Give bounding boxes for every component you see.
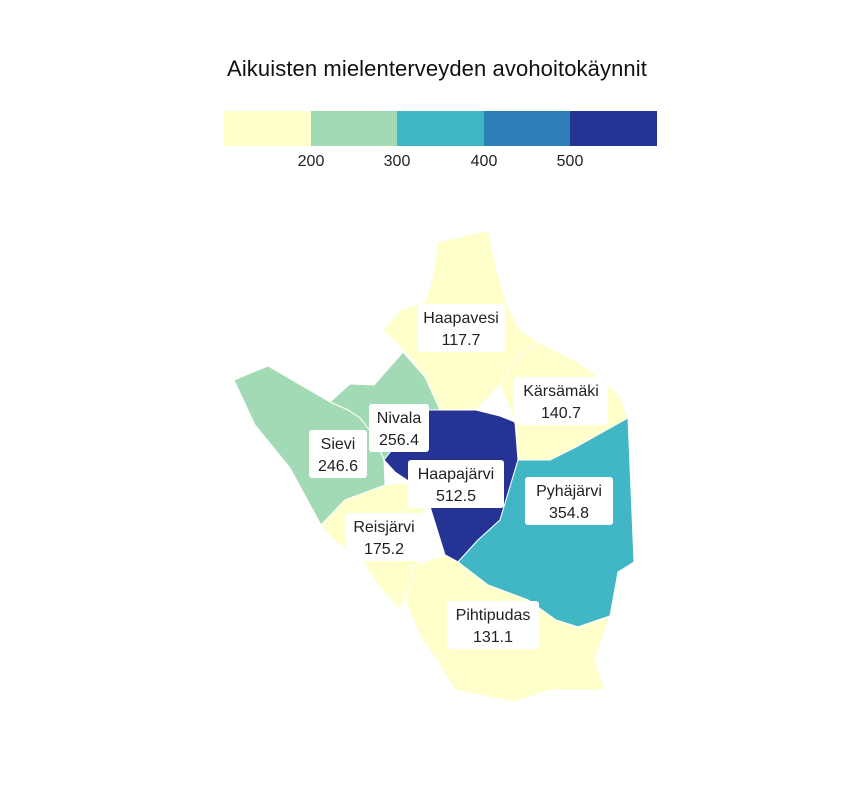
region-label: Haapavesi 117.7 — [417, 304, 505, 352]
label-box — [408, 460, 504, 508]
region-name: Pihtipudas — [456, 607, 531, 624]
region-name: Reisjärvi — [353, 519, 414, 536]
region-name: Nivala — [377, 410, 422, 427]
color-legend — [224, 111, 657, 146]
legend-tick: 400 — [470, 153, 498, 170]
region-value: 175.2 — [364, 541, 404, 558]
region-value: 246.6 — [318, 458, 358, 475]
region-value: 131.1 — [473, 629, 513, 646]
region-label: Pihtipudas 131.1 — [447, 601, 539, 649]
legend-swatch-5 — [570, 111, 657, 146]
region-value: 117.7 — [442, 332, 481, 349]
region-label: Kärsämäki 140.7 — [514, 377, 608, 425]
legend-swatch-1 — [224, 111, 311, 146]
label-box — [346, 513, 422, 561]
region-label: Nivala 256.4 — [369, 404, 429, 452]
label-box — [514, 377, 608, 425]
label-box — [369, 404, 429, 452]
legend-swatch-3 — [397, 111, 484, 146]
legend-ticks: 200 300 400 500 — [0, 153, 864, 177]
region-value: 512.5 — [436, 488, 476, 505]
region-value: 140.7 — [541, 405, 581, 422]
legend-swatch-4 — [483, 111, 570, 146]
region-name: Sievi — [321, 436, 356, 453]
region-value: 354.8 — [549, 505, 589, 522]
region-label: Pyhäjärvi 354.8 — [525, 477, 613, 525]
region-label: Reisjärvi 175.2 — [346, 513, 422, 561]
region-name: Haapajärvi — [418, 466, 494, 483]
region-value: 256.4 — [379, 432, 419, 449]
region-label: Sievi 246.6 — [309, 430, 367, 478]
label-box — [447, 601, 539, 649]
label-box — [309, 430, 367, 478]
region-name: Kärsämäki — [523, 383, 599, 400]
region-name: Haapavesi — [423, 310, 499, 327]
label-box — [525, 477, 613, 525]
label-box — [417, 304, 505, 352]
map-title: Aikuisten mielenterveyden avohoitokäynni… — [227, 56, 647, 81]
legend-swatch-2 — [310, 111, 397, 146]
legend-tick: 500 — [556, 153, 584, 170]
region-name: Pyhäjärvi — [536, 483, 602, 500]
region-label: Haapajärvi 512.5 — [408, 460, 504, 508]
legend-tick: 200 — [297, 153, 325, 170]
legend-tick: 300 — [383, 153, 411, 170]
